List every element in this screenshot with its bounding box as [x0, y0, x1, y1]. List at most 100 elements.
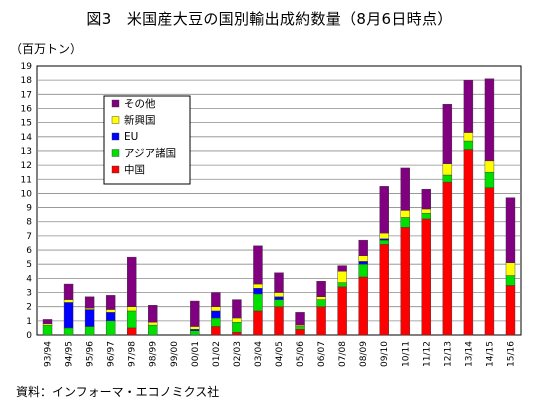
bar-segment [253, 288, 263, 295]
legend-swatch [111, 116, 120, 124]
bar-segment [379, 239, 389, 245]
bar-segment [63, 302, 74, 329]
y-tick-label: 13 [21, 147, 32, 157]
bar-segment [484, 78, 495, 162]
bar-segment [295, 312, 305, 326]
x-tick-label: 05/06 [296, 341, 306, 367]
x-tick-label: 97/98 [128, 341, 138, 367]
bar-segment [42, 323, 53, 326]
bar-segment [442, 174, 453, 183]
bar-segment [253, 293, 263, 312]
x-tick-label: 02/03 [233, 341, 243, 367]
bar-segment [316, 281, 326, 297]
bar-segment [379, 238, 389, 241]
bar-segment [421, 213, 432, 220]
bar-segment [63, 327, 74, 336]
y-tick-label: 8 [26, 218, 32, 228]
y-axis-unit-label: （百万トン） [10, 42, 83, 56]
chart-title: 図3 米国産大豆の国別輸出成約数量（8月6日時点） [86, 10, 453, 28]
y-tick-label: 19 [21, 62, 33, 72]
x-tick-label: 11/12 [422, 341, 432, 367]
bar-segment [211, 306, 221, 312]
legend-label: EU [124, 131, 138, 143]
bar-segment [463, 79, 474, 133]
bar-segment [400, 217, 410, 228]
bar-segment [505, 262, 516, 276]
bar-segment [358, 264, 368, 278]
bar-segment [190, 330, 200, 336]
legend-label: その他 [124, 97, 156, 110]
bar-segment [295, 329, 305, 336]
x-tick-label: 06/07 [317, 341, 327, 367]
bar-segment [190, 300, 200, 327]
bar-segment [274, 299, 284, 307]
bar-segment [148, 324, 158, 336]
bars [42, 78, 516, 336]
bar-segment [379, 186, 389, 234]
x-tick-label: 09/10 [380, 341, 390, 367]
bar-segment [190, 326, 200, 330]
bar-segment [421, 218, 432, 336]
x-tick-label: 14/15 [485, 341, 495, 367]
bar-segment [84, 307, 95, 310]
x-tick-label: 99/00 [170, 341, 180, 367]
y-tick-label: 2 [26, 303, 32, 313]
bar-segment [148, 322, 158, 326]
bar-segment [400, 210, 410, 218]
x-tick-label: 12/13 [443, 341, 453, 367]
y-tick-label: 9 [26, 204, 32, 214]
bar-segment [190, 329, 200, 331]
y-tick-label: 12 [21, 161, 32, 171]
bar-segment [105, 295, 116, 310]
bar-segment [337, 265, 347, 272]
bar-segment [463, 140, 474, 150]
bar-segment [105, 309, 116, 313]
y-tick-label: 14 [21, 133, 33, 143]
bar-segment [358, 276, 368, 336]
legend-label: 新興国 [124, 114, 156, 127]
bar-segment [442, 163, 453, 176]
bar-segment [337, 286, 347, 336]
y-tick-label: 7 [26, 232, 32, 242]
bar-segment [316, 306, 326, 336]
bar-segment [442, 181, 453, 336]
bar-segment [505, 285, 516, 336]
bar-segment [105, 312, 116, 322]
x-tick-label: 96/97 [107, 341, 117, 367]
bar-segment [484, 160, 495, 173]
bar-segment [148, 305, 158, 323]
bar-segment [84, 296, 95, 309]
legend-swatch [111, 99, 120, 108]
bar-segment [105, 320, 116, 336]
y-tick-label: 18 [21, 76, 33, 86]
legend-swatch [111, 165, 120, 174]
x-tick-label: 07/08 [338, 341, 348, 367]
x-tick-label: 94/95 [65, 341, 75, 367]
bar-segment [84, 326, 95, 336]
bar-segment [274, 306, 284, 336]
bar-segment [295, 324, 305, 327]
y-tick-label: 17 [21, 90, 32, 100]
bar-segment [274, 296, 284, 300]
y-tick-label: 4 [26, 274, 32, 284]
bar-segment [421, 208, 432, 214]
bar-segment [63, 283, 74, 300]
bar-segment [421, 188, 432, 210]
bar-segment [253, 310, 263, 336]
y-tick-label: 10 [21, 189, 33, 199]
bar-segment [232, 299, 242, 319]
x-tick-label: 03/04 [254, 341, 264, 367]
bar-segment [126, 256, 137, 307]
bar-segment [126, 306, 137, 312]
bar-segment [42, 319, 53, 324]
y-tick-label: 3 [26, 289, 32, 299]
legend-label: アジア諸国 [124, 147, 176, 160]
bar-segment [63, 299, 74, 303]
y-tick-label: 16 [21, 104, 33, 114]
bar-segment [442, 104, 453, 164]
bar-segment [400, 167, 410, 211]
x-tick-label: 04/05 [275, 341, 285, 367]
y-tick-label: 1 [26, 317, 32, 327]
